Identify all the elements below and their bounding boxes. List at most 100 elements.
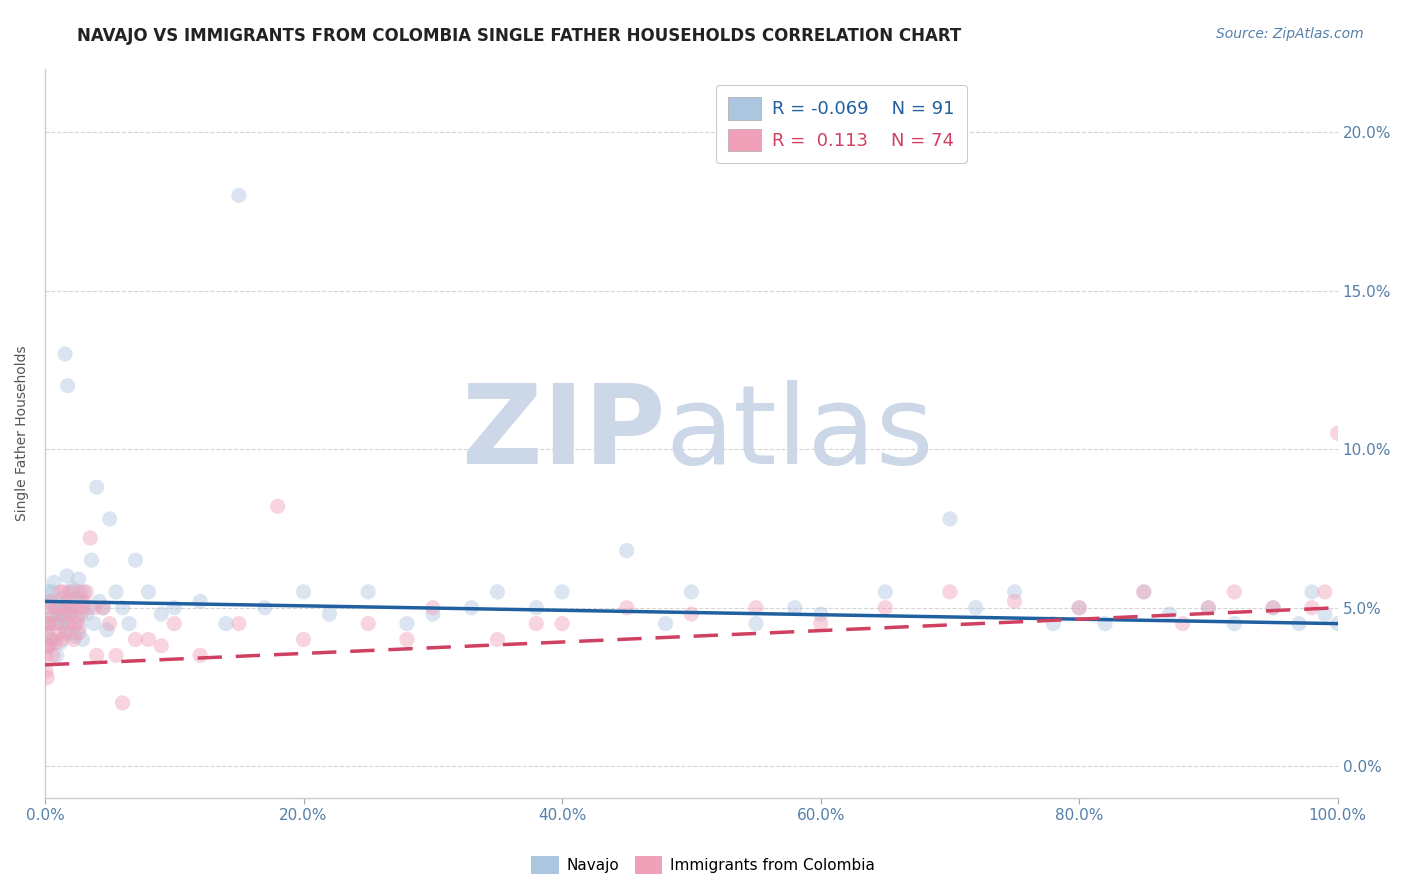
Point — [52, 614, 75, 628]
Legend: R = -0.069    N = 91, R =  0.113    N = 74: R = -0.069 N = 91, R = 0.113 N = 74 — [716, 85, 967, 163]
Point — [38, 639, 60, 653]
Point — [124, 553, 146, 567]
Point — [56, 600, 79, 615]
Point — [39, 594, 62, 608]
Point — [66, 610, 89, 624]
Point — [42, 648, 65, 663]
Point — [55, 626, 77, 640]
Point — [35, 616, 58, 631]
Point — [1326, 426, 1348, 441]
Point — [460, 600, 482, 615]
Point — [44, 616, 66, 631]
Point — [965, 600, 987, 615]
Point — [37, 616, 59, 631]
Point — [357, 585, 380, 599]
Point — [65, 600, 87, 615]
Point — [98, 512, 121, 526]
Point — [1159, 607, 1181, 621]
Point — [38, 639, 60, 653]
Point — [60, 604, 83, 618]
Point — [118, 616, 141, 631]
Point — [37, 600, 59, 615]
Point — [46, 607, 69, 621]
Point — [37, 585, 59, 599]
Point — [38, 616, 60, 631]
Point — [63, 629, 86, 643]
Point — [1288, 616, 1310, 631]
Point — [228, 188, 250, 202]
Point — [1326, 616, 1348, 631]
Point — [58, 594, 80, 608]
Point — [80, 553, 103, 567]
Point — [188, 648, 211, 663]
Point — [75, 607, 97, 621]
Point — [150, 607, 173, 621]
Point — [83, 616, 105, 631]
Point — [48, 607, 70, 621]
Point — [1004, 594, 1026, 608]
Point — [266, 500, 288, 514]
Point — [42, 607, 65, 621]
Point — [49, 600, 72, 615]
Point — [38, 616, 60, 631]
Point — [49, 585, 72, 599]
Point — [939, 512, 962, 526]
Point — [1042, 616, 1064, 631]
Point — [810, 616, 832, 631]
Point — [72, 600, 94, 615]
Legend: Navajo, Immigrants from Colombia: Navajo, Immigrants from Colombia — [526, 850, 880, 880]
Point — [138, 585, 160, 599]
Point — [42, 632, 65, 647]
Point — [875, 585, 897, 599]
Text: ZIP: ZIP — [463, 380, 665, 487]
Point — [70, 607, 93, 621]
Point — [56, 378, 79, 392]
Point — [62, 582, 84, 596]
Point — [124, 632, 146, 647]
Point — [35, 664, 58, 678]
Point — [55, 623, 77, 637]
Point — [91, 600, 114, 615]
Point — [654, 616, 676, 631]
Point — [86, 480, 108, 494]
Point — [524, 616, 547, 631]
Point — [1223, 616, 1246, 631]
Point — [62, 632, 84, 647]
Point — [105, 648, 128, 663]
Point — [228, 616, 250, 631]
Point — [67, 626, 90, 640]
Point — [1261, 600, 1284, 615]
Point — [105, 585, 128, 599]
Point — [616, 600, 638, 615]
Point — [1004, 585, 1026, 599]
Point — [163, 600, 186, 615]
Point — [53, 347, 76, 361]
Point — [60, 585, 83, 599]
Point — [51, 632, 73, 647]
Point — [58, 585, 80, 599]
Point — [875, 600, 897, 615]
Point — [138, 632, 160, 647]
Point — [52, 607, 75, 621]
Point — [111, 600, 134, 615]
Point — [98, 616, 121, 631]
Point — [48, 626, 70, 640]
Point — [73, 594, 96, 608]
Point — [215, 616, 238, 631]
Point — [41, 585, 63, 599]
Point — [53, 598, 76, 612]
Point — [66, 616, 89, 631]
Text: Source: ZipAtlas.com: Source: ZipAtlas.com — [1216, 27, 1364, 41]
Point — [58, 610, 80, 624]
Point — [37, 671, 59, 685]
Point — [42, 575, 65, 590]
Point — [45, 616, 67, 631]
Point — [1261, 600, 1284, 615]
Point — [188, 594, 211, 608]
Point — [1313, 585, 1336, 599]
Point — [77, 600, 100, 615]
Point — [318, 607, 340, 621]
Point — [357, 616, 380, 631]
Point — [1301, 585, 1323, 599]
Point — [551, 585, 574, 599]
